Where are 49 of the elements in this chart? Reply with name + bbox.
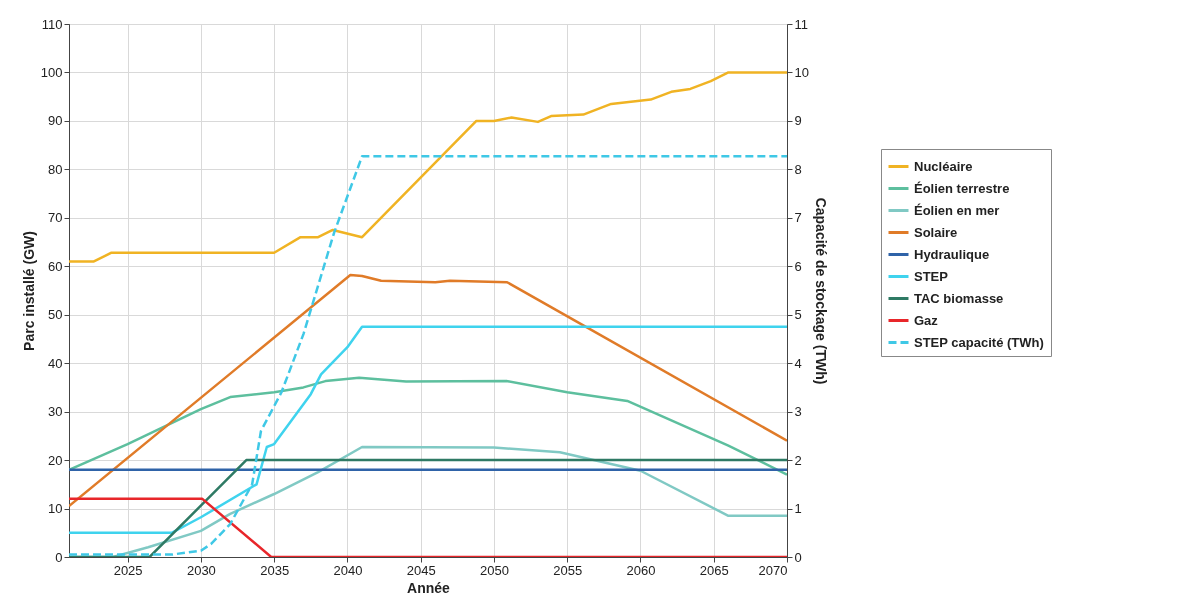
x-tick-label: 2055 — [553, 562, 583, 578]
legend-label: STEP — [914, 268, 949, 284]
legend-label: Hydraulique — [914, 246, 990, 262]
legend-label: STEP capacité (TWh) — [914, 334, 1044, 350]
y-tick-label: 80 — [48, 161, 63, 177]
y-tick-label: 0 — [55, 549, 63, 565]
y-tick-label: 70 — [48, 210, 63, 226]
y-tick-label: 20 — [48, 452, 63, 468]
y-tick-label: 100 — [40, 64, 63, 80]
y2-tick-label: 8 — [794, 161, 802, 177]
y2-tick-label: 5 — [794, 307, 802, 323]
line-series — [69, 376, 787, 476]
legend-label: Solaire — [914, 224, 958, 240]
y-tick-label: 110 — [41, 16, 63, 32]
y-tick-label: 30 — [48, 404, 63, 420]
legend-label: Éolien terrestre — [914, 180, 1010, 196]
y2-axis-title: Capacité de stockage (TWh) — [812, 197, 829, 385]
y2-tick-label: 0 — [794, 549, 802, 565]
y-tick-label: 40 — [48, 355, 63, 371]
x-tick-label: 2030 — [186, 562, 216, 578]
y2-tick-label: 6 — [794, 258, 802, 274]
x-tick-label: 2040 — [333, 562, 363, 578]
legend-label: Éolien en mer — [914, 202, 1000, 218]
x-axis-title: Année — [407, 579, 451, 596]
y2-tick-label: 3 — [794, 404, 802, 420]
y2-tick-label: 4 — [794, 355, 802, 371]
y2-tick-label: 9 — [794, 113, 802, 129]
line-series — [69, 273, 787, 508]
legend-label: Gaz — [914, 312, 939, 328]
x-tick-label: 2070 — [758, 562, 788, 578]
y2-tick-label: 10 — [794, 64, 809, 80]
y-tick-label: 60 — [48, 258, 63, 274]
x-tick-label: 2065 — [699, 562, 729, 578]
x-tick-label: 2025 — [113, 562, 143, 578]
x-tick-label: 2045 — [406, 562, 436, 578]
y-tick-label: 90 — [48, 113, 63, 129]
y-tick-label: 50 — [48, 307, 63, 323]
x-tick-label: 2060 — [626, 562, 656, 578]
y2-tick-label: 1 — [794, 501, 802, 517]
line-series — [69, 71, 787, 263]
y2-tick-label: 11 — [794, 16, 808, 32]
y2-tick-label: 7 — [794, 210, 802, 226]
legend-label: Nucléaire — [914, 158, 973, 174]
legend-label: TAC biomasse — [914, 290, 1004, 306]
x-tick-label: 2035 — [260, 562, 290, 578]
y2-tick-label: 2 — [794, 452, 802, 468]
y-axis-title: Parc installé (GW) — [20, 231, 37, 351]
y-tick-label: 10 — [48, 501, 63, 517]
x-tick-label: 2050 — [479, 562, 509, 578]
